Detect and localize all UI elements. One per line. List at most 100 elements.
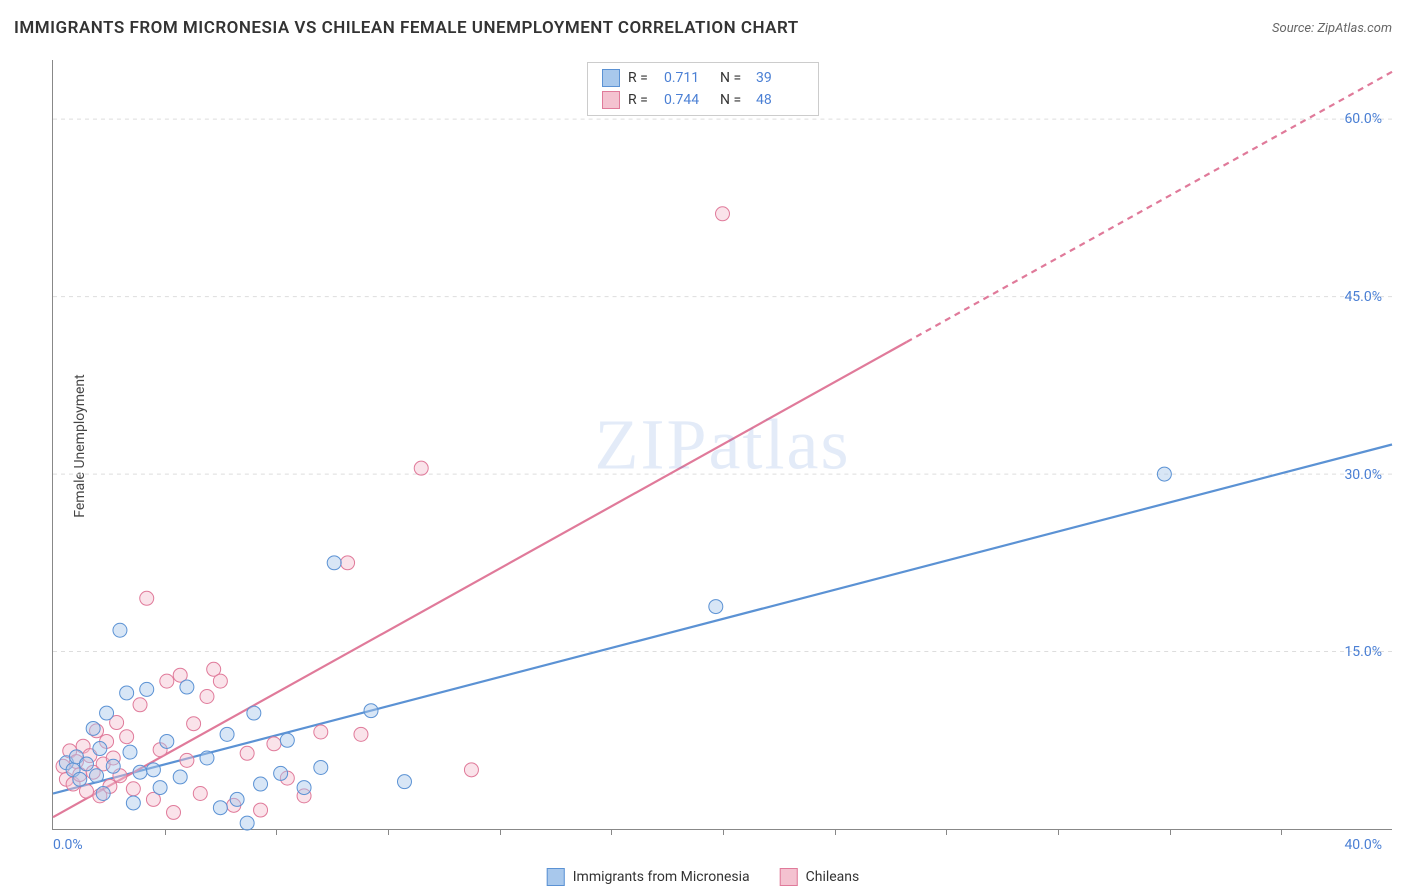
data-point-micronesia [120, 686, 134, 700]
data-point-micronesia [153, 781, 167, 795]
data-point-chileans [120, 730, 134, 744]
legend-item-chileans: Chileans [780, 868, 860, 886]
data-point-micronesia [280, 733, 294, 747]
swatch-chileans [602, 91, 620, 109]
data-point-chileans [133, 698, 147, 712]
data-point-micronesia [397, 775, 411, 789]
data-point-micronesia [146, 763, 160, 777]
data-point-micronesia [160, 734, 174, 748]
source-label: Source: [1272, 21, 1317, 36]
data-point-micronesia [230, 792, 244, 806]
data-point-micronesia [1157, 467, 1171, 481]
x-tick-end: 40.0% [1344, 837, 1382, 853]
data-point-micronesia [126, 796, 140, 810]
data-point-micronesia [297, 781, 311, 795]
data-point-micronesia [96, 787, 110, 801]
bottom-legend: Immigrants from Micronesia Chileans [547, 868, 860, 886]
data-point-chileans [354, 727, 368, 741]
r-label: R = [628, 70, 656, 86]
trend-line-chileans-dashed [907, 72, 1392, 342]
data-point-micronesia [86, 721, 100, 735]
x-tick [723, 829, 724, 835]
x-tick [946, 829, 947, 835]
chart-title: IMMIGRANTS FROM MICRONESIA VS CHILEAN FE… [14, 18, 799, 38]
data-point-micronesia [100, 706, 114, 720]
r-value: 0.711 [664, 70, 712, 86]
n-label: N = [720, 92, 748, 108]
data-point-micronesia [213, 801, 227, 815]
data-point-chileans [200, 690, 214, 704]
data-point-micronesia [73, 772, 87, 786]
swatch-micronesia [602, 69, 620, 87]
data-point-chileans [213, 674, 227, 688]
data-point-micronesia [314, 760, 328, 774]
data-point-chileans [187, 717, 201, 731]
r-value: 0.744 [664, 92, 712, 108]
data-point-micronesia [93, 742, 107, 756]
data-point-micronesia [123, 745, 137, 759]
data-point-micronesia [327, 556, 341, 570]
x-tick [388, 829, 389, 835]
data-point-chileans [180, 753, 194, 767]
legend-label: Chileans [806, 869, 860, 885]
x-tick [611, 829, 612, 835]
data-point-chileans [160, 674, 174, 688]
plot-area: ZIPatlas 15.0%30.0%45.0%60.0% 0.0% 40.0% [52, 60, 1392, 830]
legend-item-micronesia: Immigrants from Micronesia [547, 868, 750, 886]
data-point-chileans [240, 746, 254, 760]
data-point-chileans [414, 461, 428, 475]
data-point-micronesia [247, 706, 261, 720]
data-point-micronesia [364, 704, 378, 718]
data-point-chileans [716, 207, 730, 221]
data-point-micronesia [90, 769, 104, 783]
data-point-micronesia [240, 816, 254, 830]
y-tick-label: 45.0% [1344, 289, 1382, 305]
title-bar: IMMIGRANTS FROM MICRONESIA VS CHILEAN FE… [14, 18, 1392, 38]
source-attribution: Source: ZipAtlas.com [1272, 21, 1392, 36]
r-label: R = [628, 92, 656, 108]
x-tick [1058, 829, 1059, 835]
x-tick [165, 829, 166, 835]
legend-label: Immigrants from Micronesia [573, 869, 750, 885]
swatch-micronesia [547, 868, 565, 886]
scatter-plot-svg [53, 60, 1392, 829]
data-point-micronesia [200, 751, 214, 765]
data-point-chileans [167, 805, 181, 819]
data-point-micronesia [709, 600, 723, 614]
data-point-chileans [464, 763, 478, 777]
data-point-chileans [254, 803, 268, 817]
n-label: N = [720, 70, 748, 86]
x-tick [500, 829, 501, 835]
data-point-chileans [267, 737, 281, 751]
x-tick [1170, 829, 1171, 835]
y-tick-label: 60.0% [1344, 111, 1382, 127]
y-tick-label: 30.0% [1344, 467, 1382, 483]
data-point-micronesia [133, 765, 147, 779]
trend-line-chileans [53, 342, 907, 817]
data-point-micronesia [220, 727, 234, 741]
data-point-micronesia [140, 682, 154, 696]
data-point-micronesia [113, 623, 127, 637]
data-point-chileans [193, 787, 207, 801]
data-point-micronesia [106, 759, 120, 773]
stats-legend: R = 0.711 N = 39 R = 0.744 N = 48 [587, 62, 819, 116]
n-value: 48 [756, 92, 804, 108]
data-point-micronesia [254, 777, 268, 791]
stats-row-chileans: R = 0.744 N = 48 [588, 89, 818, 111]
data-point-micronesia [274, 766, 288, 780]
stats-row-micronesia: R = 0.711 N = 39 [588, 67, 818, 89]
x-tick [1281, 829, 1282, 835]
data-point-chileans [341, 556, 355, 570]
x-tick-start: 0.0% [53, 837, 83, 853]
data-point-micronesia [79, 757, 93, 771]
swatch-chileans [780, 868, 798, 886]
y-tick-label: 15.0% [1344, 644, 1382, 660]
trend-line-micronesia [53, 445, 1392, 794]
data-point-micronesia [173, 770, 187, 784]
n-value: 39 [756, 70, 804, 86]
data-point-chileans [314, 725, 328, 739]
data-point-chileans [140, 591, 154, 605]
source-value: ZipAtlas.com [1317, 21, 1392, 36]
x-tick [276, 829, 277, 835]
data-point-micronesia [180, 680, 194, 694]
